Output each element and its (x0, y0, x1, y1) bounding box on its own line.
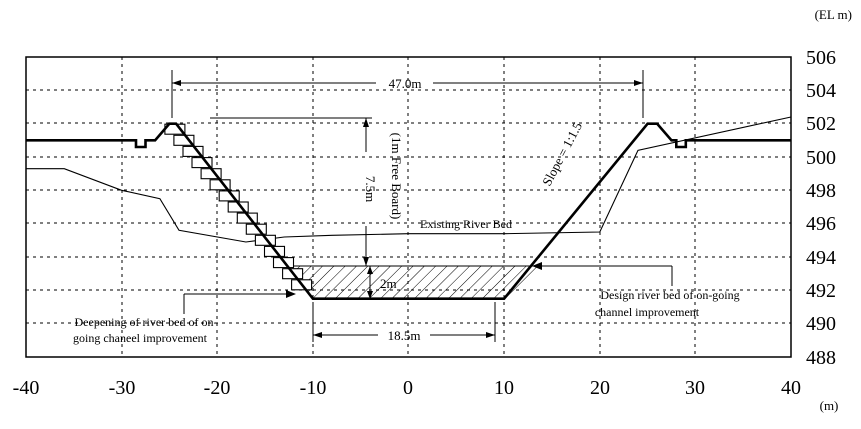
free-board-label: (1m Free Board) (389, 133, 404, 220)
x-tick-label: 10 (494, 377, 514, 399)
deepening-label-line1: Deepening of river bed of on- (75, 315, 218, 329)
y-tick-label: 490 (806, 313, 836, 335)
revetment-block (254, 234, 276, 246)
x-tick-label: 40 (781, 377, 801, 399)
height-label: 7.5m (363, 176, 378, 202)
x-tick-labels: -40 -30 -20 -10 0 10 20 30 40 (13, 377, 801, 399)
bottom-width-dimension (312, 302, 496, 342)
y-tick-label: 496 (806, 213, 836, 235)
x-tick-label: 30 (685, 377, 705, 399)
deepening-hatch-area (294, 266, 542, 299)
design-bed-callout (532, 262, 673, 286)
deepening-label: 2m (380, 276, 397, 291)
y-tick-label: 492 (806, 280, 836, 302)
x-tick-label: -30 (109, 377, 136, 399)
x-tick-label: -40 (13, 377, 40, 399)
deepening-dimension (367, 266, 373, 299)
y-axis-unit: (EL m) (815, 7, 852, 22)
y-tick-label: 494 (806, 247, 836, 269)
top-width-label: 47.0m (389, 76, 422, 91)
deepening-callout (183, 290, 296, 314)
design-channel-section-line (26, 122, 791, 300)
x-tick-label: 20 (590, 377, 610, 399)
design-bed-label-line1: Design river bed of on-going (600, 288, 739, 302)
deepening-label-line2: going chaneel improvement (73, 331, 208, 345)
existing-river-bed-line (26, 116, 792, 243)
x-axis-unit: (m) (820, 398, 839, 413)
x-tick-label: 0 (403, 377, 413, 399)
revetment-blocks (164, 123, 313, 291)
design-bed-label-line2: channel improvement (595, 305, 700, 319)
y-tick-label: 502 (806, 113, 836, 135)
existing-river-bed-label: Existing River Bed (420, 217, 512, 231)
top-width-dimension (171, 70, 644, 118)
y-tick-label: 504 (806, 80, 836, 102)
y-tick-label: 500 (806, 147, 836, 169)
bottom-width-label: 18.5m (388, 328, 421, 343)
x-tick-label: -20 (204, 377, 231, 399)
x-tick-label: -10 (300, 377, 327, 399)
y-tick-labels: 506 504 502 500 498 496 494 492 490 488 (806, 47, 836, 369)
height-dimension (210, 117, 372, 266)
y-tick-label: 506 (806, 47, 836, 69)
y-tick-label: 498 (806, 180, 836, 202)
y-tick-label: 488 (806, 347, 836, 369)
slope-label: Slope = 1:1.5 (539, 120, 585, 189)
grid-lines (26, 57, 791, 357)
